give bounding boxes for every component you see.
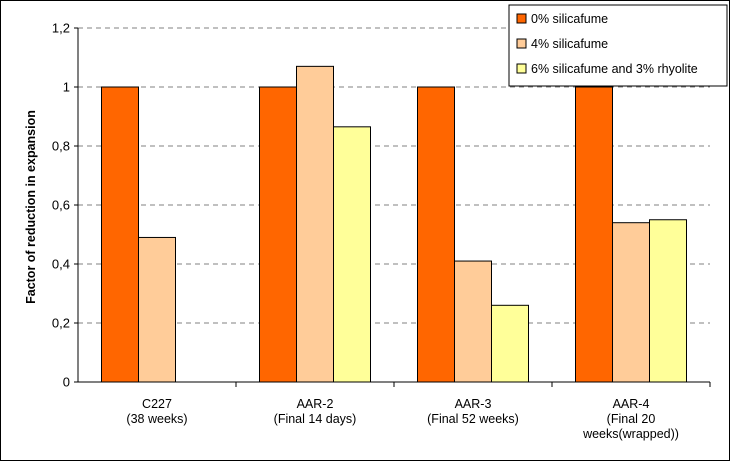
y-tick-label: 0 <box>63 375 70 390</box>
bar <box>296 65 334 383</box>
y-tick-label: 0,4 <box>52 257 70 272</box>
bar <box>333 126 371 383</box>
x-tick-label: (Final 20 <box>607 412 656 426</box>
bar <box>649 219 687 383</box>
legend-box <box>508 4 728 87</box>
bars <box>101 65 687 383</box>
legend-swatch <box>516 13 527 24</box>
x-tick-label: (38 weeks) <box>126 412 187 426</box>
legend: 0% silicafume 4% silicafume 6% silicafume … <box>508 4 728 87</box>
y-tick-label: 0,6 <box>52 198 70 213</box>
x-tick-labels: C227(38 weeks)AAR-2(Final 14 days)AAR-3(… <box>126 397 679 441</box>
bar <box>101 86 139 383</box>
legend-label: 0% silicafume <box>531 12 608 26</box>
y-tick-label: 0,8 <box>52 139 70 154</box>
x-tick-label: (Final 14 days) <box>274 412 357 426</box>
bar <box>612 222 650 383</box>
bar <box>491 304 529 383</box>
x-tick-label: AAR-4 <box>613 397 650 411</box>
bar <box>454 260 492 383</box>
y-tick-label: 1,2 <box>52 21 70 36</box>
y-tick-label: 1 <box>63 80 70 95</box>
y-axis-label: Factor of reduction in expansion <box>24 110 38 304</box>
bar <box>259 86 297 383</box>
y-tick-label: 0,2 <box>52 316 70 331</box>
bar <box>417 86 455 383</box>
legend-label: 6% silicafume and 3% rhyolite <box>531 62 698 76</box>
x-tick-label: weeks(wrapped)) <box>582 427 679 441</box>
bar <box>138 236 176 383</box>
axes <box>74 27 711 387</box>
x-tick-label: AAR-3 <box>455 397 492 411</box>
legend-label: 4% silicafume <box>531 37 608 51</box>
x-tick-label: AAR-2 <box>297 397 334 411</box>
x-tick-label: C227 <box>142 397 172 411</box>
bar <box>575 86 613 383</box>
legend-swatch <box>516 38 527 49</box>
legend-swatch <box>516 63 527 74</box>
x-tick-label: (Final 52 weeks) <box>427 412 519 426</box>
y-tick-labels: 0 0,2 0,4 0,6 0,8 1 1,2 <box>52 21 70 390</box>
